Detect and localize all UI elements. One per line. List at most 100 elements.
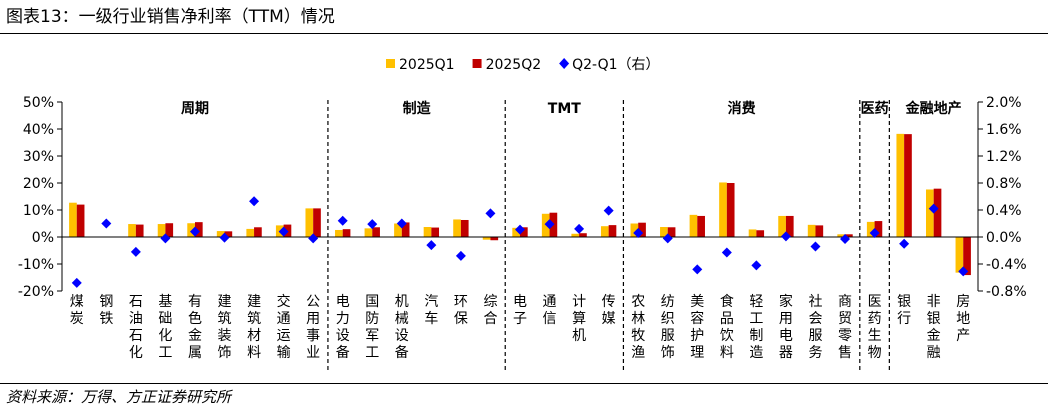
x-tick-label-公用事业: 公用事业 — [306, 294, 320, 361]
bar-q1-非银金融 — [925, 189, 934, 237]
marker-diff-基础化工 — [160, 233, 171, 244]
x-tick-label-非银金融: 非银金融 — [927, 294, 941, 361]
group-labels: 周期 制造 TMT 消费 医药 金融地产 — [181, 100, 962, 117]
marker-diff-食品饮料 — [721, 247, 732, 258]
bar-q1-食品饮料 — [719, 182, 727, 237]
marker-diff-建筑装饰 — [219, 232, 230, 243]
bar-q2-非银金融 — [933, 188, 942, 237]
bar-q1-医药生物 — [866, 221, 875, 237]
bar-q1-国防军工 — [364, 228, 373, 237]
marker-diff-机械设备 — [396, 218, 407, 229]
bar-q1-纺织服饰 — [660, 227, 668, 237]
x-tick-label-基础化工: 基础化工 — [158, 293, 172, 361]
bar-q1-房地产 — [955, 237, 964, 273]
axes-layer: 50% 40% 30% 20% 10% 0% -10% -20% 2.0% 1.6% 1.2% 0.8… — [18, 95, 1027, 300]
marker-diff-轻工制造 — [751, 260, 762, 271]
legend-label: 2025Q1 — [399, 57, 455, 73]
bar-q1-煤炭 — [69, 202, 77, 237]
left-tick-label: 30% — [23, 149, 54, 165]
bar-q1-社会服务 — [807, 224, 816, 237]
x-tick-label-煤炭: 煤炭 — [70, 294, 84, 327]
legend-swatch-2025Q1 — [386, 59, 395, 68]
x-tick-label-建筑材料: 建筑材料 — [247, 294, 261, 361]
bar-q1-公用事业 — [305, 208, 314, 237]
group-dividers — [327, 100, 890, 372]
group-label: TMT — [548, 101, 581, 117]
marker-diff-国防军工 — [367, 219, 378, 230]
marker-diff-建筑材料 — [249, 196, 260, 207]
right-tick-label: -0.8% — [986, 284, 1027, 300]
x-tick-label-食品饮料: 食品饮料 — [720, 293, 734, 361]
x-tick-label-电力设备: 电力设备 — [336, 294, 350, 361]
x-tick-label-家用电器: 家用电器 — [779, 293, 793, 361]
right-tick-label: 0.8% — [986, 176, 1022, 192]
marker-diff-农林牧渔 — [633, 227, 644, 238]
bar-q2-建筑装饰 — [224, 231, 233, 237]
bar-q2-建筑材料 — [254, 227, 262, 237]
x-tick-label-银行: 银行 — [897, 294, 911, 327]
bar-q1-轻工制造 — [748, 229, 757, 237]
legend-swatch-2025Q2 — [472, 59, 482, 68]
x-tick-label-环保: 环保 — [454, 294, 468, 327]
x-tick-label-轻工制造: 轻工制造 — [749, 294, 763, 361]
source-note: 资料来源：万得、方正证券研究所 — [6, 388, 232, 406]
bar-q1-石油石化 — [128, 224, 136, 237]
bar-q2-农林牧渔 — [638, 222, 646, 237]
bar-q2-食品饮料 — [726, 183, 735, 237]
x-tick-label-通信: 通信 — [543, 294, 557, 327]
bar-q1-机械设备 — [394, 223, 402, 237]
marker-diff-计算机 — [574, 223, 585, 234]
marker-diff-家用电器 — [780, 231, 791, 242]
right-tick-label: 1.2% — [986, 149, 1022, 165]
left-tick-label: 20% — [23, 176, 54, 192]
x-tick-label-美容护理: 美容护理 — [690, 294, 704, 361]
bar-q1-综合 — [482, 237, 491, 240]
bar-q2-基础化工 — [165, 223, 174, 237]
bar-q1-建筑材料 — [246, 228, 255, 237]
bar-q2-汽车 — [431, 227, 440, 237]
bar-q2-轻工制造 — [756, 230, 765, 237]
bar-q2-社会服务 — [815, 225, 824, 237]
marker-diff-商贸零售 — [840, 234, 851, 245]
chart-title: 图表13：一级行业销售净利率（TTM）情况 — [6, 7, 335, 27]
group-label: 消费 — [728, 100, 756, 117]
x-tick-label-电子: 电子 — [513, 294, 527, 327]
bar-q2-国防军工 — [372, 227, 380, 237]
marker-diff-传媒 — [603, 205, 614, 216]
bar-q2-综合 — [490, 237, 499, 241]
group-label: 医药 — [861, 100, 889, 117]
bar-q2-电力设备 — [342, 229, 351, 237]
x-tick-label-建筑装饰: 建筑装饰 — [218, 294, 232, 361]
marker-diff-纺织服饰 — [662, 233, 673, 244]
marker-diff-综合 — [485, 208, 496, 219]
legend-marker-diff — [559, 58, 570, 69]
marker-diff-医药生物 — [869, 227, 880, 238]
right-tick-label: 1.6% — [986, 122, 1022, 138]
marker-diff-通信 — [544, 219, 555, 230]
bar-q2-医药生物 — [874, 221, 883, 237]
group-label: 制造 — [403, 100, 431, 117]
bar-q2-公用事业 — [313, 208, 321, 237]
bar-q2-电子 — [520, 227, 528, 237]
bar-q1-银行 — [896, 133, 905, 237]
x-tick-label-传媒: 传媒 — [602, 294, 616, 327]
footer-rule — [0, 383, 1048, 384]
marker-diff-环保 — [455, 250, 466, 261]
bar-q2-商贸零售 — [845, 234, 853, 237]
x-tick-label-钢铁: 钢铁 — [99, 294, 113, 327]
right-tick-label: -0.4% — [986, 257, 1027, 273]
bar-q1-建筑装饰 — [216, 231, 225, 237]
bar-q1-电子 — [512, 227, 520, 237]
left-tick-label: -10% — [18, 257, 54, 273]
marker-diff-石油石化 — [130, 246, 141, 257]
group-label: 周期 — [181, 101, 209, 117]
x-tick-label-汽车: 汽车 — [424, 294, 438, 327]
x-tick-label-纺织服饰: 纺织服饰 — [661, 294, 675, 361]
bar-q2-环保 — [460, 219, 469, 237]
x-tick-label-机械设备: 机械设备 — [395, 294, 409, 361]
marker-diff-房地产 — [958, 266, 969, 277]
right-tick-label: 2.0% — [986, 95, 1022, 111]
right-tick-label: 0.0% — [986, 230, 1022, 246]
bar-q1-有色金属 — [187, 223, 195, 237]
marker-diff-美容护理 — [692, 264, 703, 275]
